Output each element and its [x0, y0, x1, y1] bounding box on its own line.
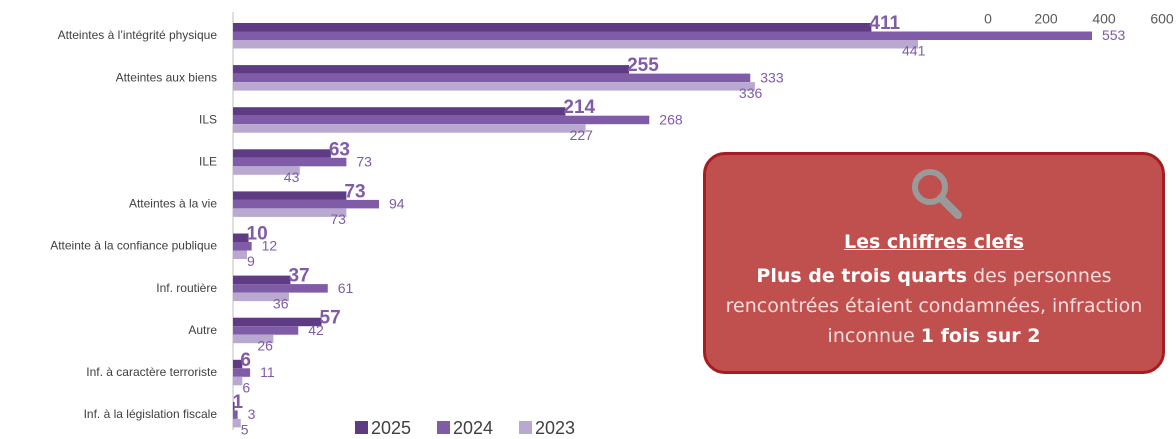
- legend-swatch: [437, 421, 450, 434]
- data-label: 227: [570, 127, 594, 143]
- data-label: 1: [233, 392, 244, 413]
- data-label: 6: [242, 380, 250, 396]
- x-tick-label: 200: [1034, 11, 1058, 27]
- data-label: 73: [330, 211, 346, 227]
- data-label: 73: [356, 154, 372, 170]
- data-label: 61: [338, 280, 354, 296]
- bar: [233, 199, 380, 209]
- y-tick-label: Atteintes à l’intégrité physique: [58, 28, 218, 42]
- data-label: 255: [627, 55, 659, 76]
- data-label: 37: [288, 266, 309, 287]
- y-tick-label: Autre: [188, 323, 217, 337]
- y-tick-label: Inf. à caractère terroriste: [86, 365, 217, 379]
- data-label: 73: [344, 181, 365, 202]
- bar: [233, 65, 630, 74]
- bar: [233, 326, 299, 335]
- bar: [233, 73, 751, 83]
- data-label: 336: [739, 85, 763, 101]
- y-tick-label: Atteinte à la confiance publique: [50, 239, 217, 253]
- bar: [233, 157, 347, 167]
- data-label: 12: [262, 238, 278, 254]
- bar: [233, 40, 919, 49]
- y-tick-label: ILE: [199, 154, 217, 168]
- legend-label: 2023: [535, 418, 575, 438]
- callout-text-part: 1 fois sur 2: [920, 325, 1041, 347]
- data-label: 411: [869, 13, 900, 34]
- legend-label: 2025: [371, 418, 411, 438]
- bar: [233, 233, 249, 242]
- data-label: 63: [329, 139, 350, 160]
- data-label: 42: [308, 322, 324, 338]
- legend-swatch: [519, 421, 532, 434]
- bar: [233, 275, 291, 285]
- data-label: 5: [241, 422, 249, 438]
- bar: [233, 284, 328, 293]
- bar: [233, 82, 755, 91]
- magnifier-icon: [912, 169, 962, 219]
- bar: [233, 250, 247, 259]
- callout: Les chiffres clefs Plus de trois quarts …: [703, 152, 1165, 374]
- data-label: 26: [257, 337, 273, 353]
- data-label: 6: [240, 350, 251, 371]
- bar: [233, 418, 241, 428]
- data-label: 553: [1102, 27, 1126, 43]
- bar: [233, 376, 243, 386]
- data-label: 43: [284, 169, 300, 185]
- y-tick-label: Inf. routière: [156, 281, 217, 295]
- y-tick-label: Inf. à la législation fiscale: [84, 407, 218, 421]
- data-label: 3: [248, 406, 256, 422]
- bar: [233, 317, 322, 327]
- bar: [233, 107, 566, 116]
- data-label: 9: [247, 253, 255, 269]
- data-label: 333: [760, 69, 784, 85]
- bar: [233, 334, 274, 344]
- bar: [233, 208, 347, 217]
- bar: [233, 401, 235, 411]
- callout-text-part: des personnes rencontrées étaient condam…: [725, 265, 1143, 347]
- x-tick-label: 400: [1092, 11, 1116, 27]
- bar: [233, 149, 331, 158]
- data-label: 10: [247, 224, 268, 245]
- callout-text: Plus de trois quarts des personnes renco…: [706, 261, 1162, 351]
- data-label: 94: [389, 196, 405, 212]
- bar: [233, 410, 238, 419]
- bar: [233, 292, 289, 302]
- legend-label: 2024: [453, 418, 493, 438]
- bar: [233, 242, 252, 251]
- legend-swatch: [355, 421, 368, 434]
- bar: [233, 115, 650, 125]
- data-label: 441: [902, 43, 926, 59]
- bar: [233, 166, 300, 175]
- callout-text-part: Plus de trois quarts: [756, 265, 968, 287]
- bar: [233, 368, 251, 377]
- bar: [233, 359, 243, 369]
- data-label: 57: [320, 308, 341, 329]
- y-tick-label: Atteintes aux biens: [116, 70, 217, 84]
- bar: [233, 124, 586, 133]
- x-tick-label: 0: [984, 11, 992, 27]
- bar: [233, 31, 1092, 40]
- data-label: 268: [659, 111, 683, 127]
- data-label: 214: [563, 97, 595, 118]
- y-tick-label: Atteintes à la vie: [129, 197, 217, 211]
- callout-title: Les chiffres clefs: [843, 231, 1025, 253]
- x-tick-label: 600: [1150, 11, 1174, 27]
- data-label: 11: [260, 364, 275, 380]
- bar: [233, 191, 347, 200]
- data-label: 36: [273, 295, 289, 311]
- bar: [233, 23, 872, 32]
- y-tick-label: ILS: [199, 112, 217, 126]
